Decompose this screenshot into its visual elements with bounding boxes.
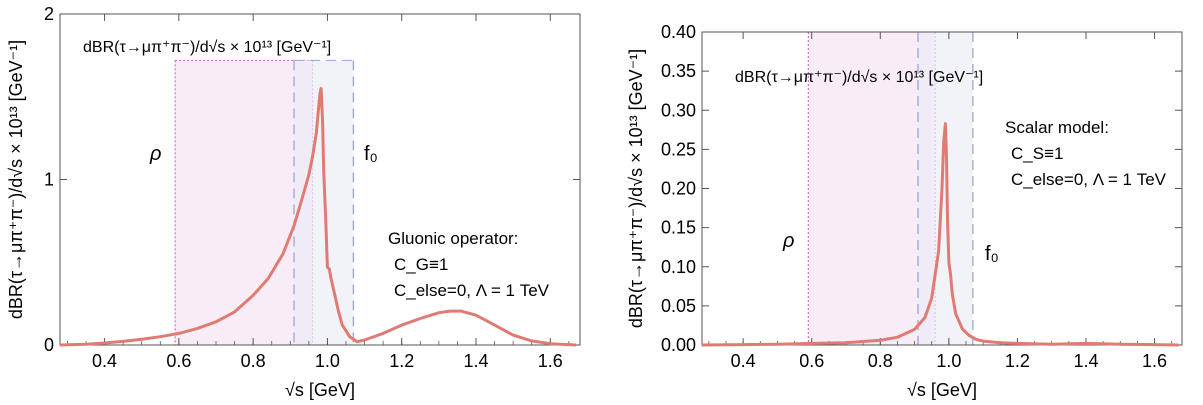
chart-panel-left: 0.4 0.6 0.8 1.0 1.2 1.4 1.6 0 1 2 dBR(τ→μπ⁺π⁻)/d√s… [6, 4, 581, 400]
y-axis-label-right: dBR(τ→μπ⁺π⁻)/d√s × 10¹³ [GeV⁻¹] [626, 49, 646, 328]
annotation-line-1-right: Scalar model: [1005, 118, 1109, 137]
x-tick-label-right: 1.0 [936, 351, 961, 371]
x-tick-label-right: 1.6 [1142, 351, 1167, 371]
x-tick-label-left: 0.6 [166, 351, 191, 371]
rho-band-label-left: ρ [149, 143, 161, 165]
rho-band-label-right: ρ [782, 230, 794, 252]
chart-panel-right: 0.4 0.6 0.8 1.0 1.2 1.4 1.6 0.00 0.05 0.10 0.15 0.2… [626, 22, 1183, 400]
x-tick-label-right: 1.4 [1073, 351, 1098, 371]
annotation-line-3-left: C_else=0, Λ = 1 TeV [394, 281, 550, 300]
x-tick-label-right: 1.2 [1005, 351, 1030, 371]
f0-band-label-left: f₀ [364, 143, 378, 165]
annotation-line-1-left: Gluonic operator: [388, 229, 518, 248]
annotation-line-3-right: C_else=0, Λ = 1 TeV [1011, 170, 1167, 189]
y-tick-label-left: 1 [44, 170, 54, 190]
x-axis-label-right: √s [GeV] [907, 380, 977, 400]
x-tick-label-left: 0.8 [241, 351, 266, 371]
x-tick-label-left: 1.0 [315, 351, 340, 371]
annotation-line-2-right: C_S≡1 [1011, 144, 1063, 163]
series-line-left [59, 87, 577, 347]
y-tick-label-left: 0 [44, 335, 54, 355]
y-tick-label-right: 0.00 [661, 335, 696, 355]
y-tick-label-right: 0.35 [661, 61, 696, 81]
y-axis-label-left: dBR(τ→μπ⁺π⁻)/d√s × 10¹³ [GeV⁻¹] [6, 40, 26, 319]
y-tick-label-right: 0.15 [661, 218, 696, 238]
x-tick-label-left: 1.4 [463, 351, 488, 371]
rho-band-right [808, 32, 936, 345]
bands-left [174, 59, 355, 346]
x-tick-label-right: 0.8 [868, 351, 893, 371]
f0-band-label-right: f₀ [985, 243, 999, 265]
x-tick-label-left: 1.2 [389, 351, 414, 371]
x-axis-label-left: √s [GeV] [285, 380, 355, 400]
x-tick-label-right: 0.4 [731, 351, 756, 371]
y-tick-label-right: 0.20 [661, 179, 696, 199]
x-tick-label-left: 0.4 [92, 351, 117, 371]
y-tick-label-right: 0.40 [661, 22, 696, 42]
x-tick-label-left: 1.6 [538, 351, 563, 371]
f0-band-right [918, 32, 973, 345]
inner-label-right: dBR(τ→μπ⁺π⁻)/d√s × 10¹³ [GeV⁻¹] [735, 69, 983, 86]
x-tick-label-right: 0.6 [799, 351, 824, 371]
y-tick-label-left: 2 [44, 4, 54, 24]
y-tick-label-right: 0.25 [661, 139, 696, 159]
rho-band-left [175, 60, 313, 346]
bands-right [807, 31, 974, 345]
annotation-line-2-left: C_G≡1 [394, 255, 448, 274]
y-tick-label-right: 0.10 [661, 257, 696, 277]
inner-label-left: dBR(τ→μπ⁺π⁻)/d√s × 10¹³ [GeV⁻¹] [83, 39, 331, 56]
y-tick-label-right: 0.05 [661, 296, 696, 316]
y-tick-label-right: 0.30 [661, 100, 696, 120]
series-line-right [701, 122, 1179, 347]
